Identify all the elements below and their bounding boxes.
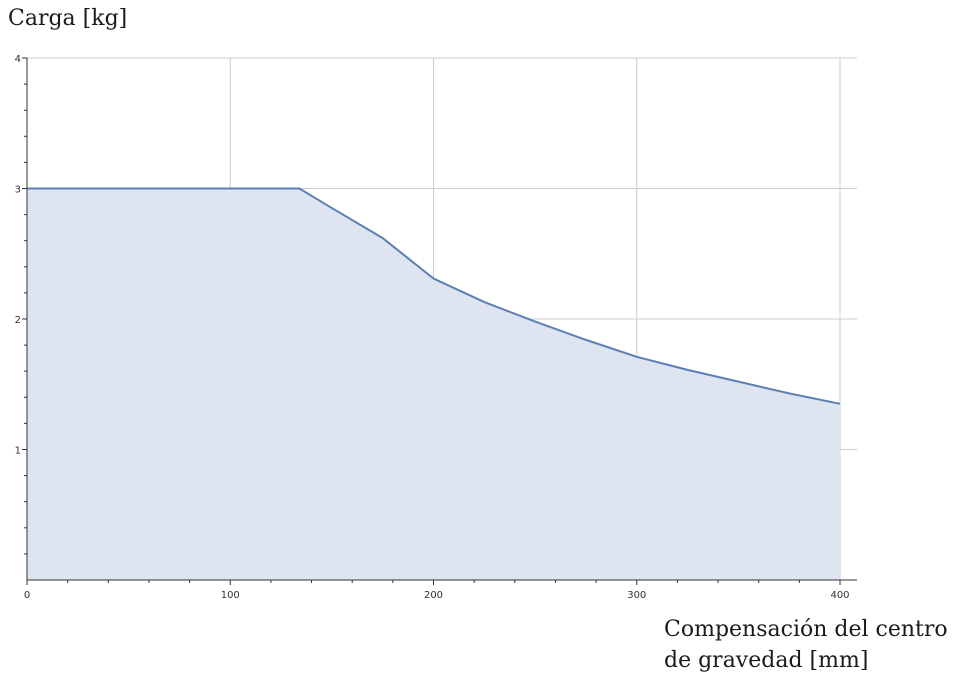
tick-label-layer: 0 100 200 300 400 1 2 3 4 bbox=[15, 54, 850, 601]
area-layer bbox=[26, 187, 841, 580]
x-tick-label-100: 100 bbox=[221, 590, 240, 601]
x-axis-title-line-2: de gravedad [mm] bbox=[664, 648, 869, 673]
y-tick-label-4: 4 bbox=[15, 54, 21, 65]
x-tick-label-400: 400 bbox=[830, 590, 849, 601]
x-tick-label-300: 300 bbox=[627, 590, 646, 601]
y-tick-label-3: 3 bbox=[15, 185, 21, 196]
x-tick-label-0: 0 bbox=[24, 590, 30, 601]
x-axis-title-line-1: Compensación del centro bbox=[664, 617, 948, 642]
x-tick-label-200: 200 bbox=[424, 590, 443, 601]
y-tick-label-2: 2 bbox=[15, 315, 21, 326]
area-fill bbox=[27, 188, 840, 580]
y-tick-label-1: 1 bbox=[15, 446, 21, 457]
axis-layer bbox=[22, 57, 857, 585]
x-axis-title: Compensación del centro de gravedad [mm] bbox=[664, 614, 948, 676]
y-axis-title: Carga [kg] bbox=[8, 6, 128, 31]
